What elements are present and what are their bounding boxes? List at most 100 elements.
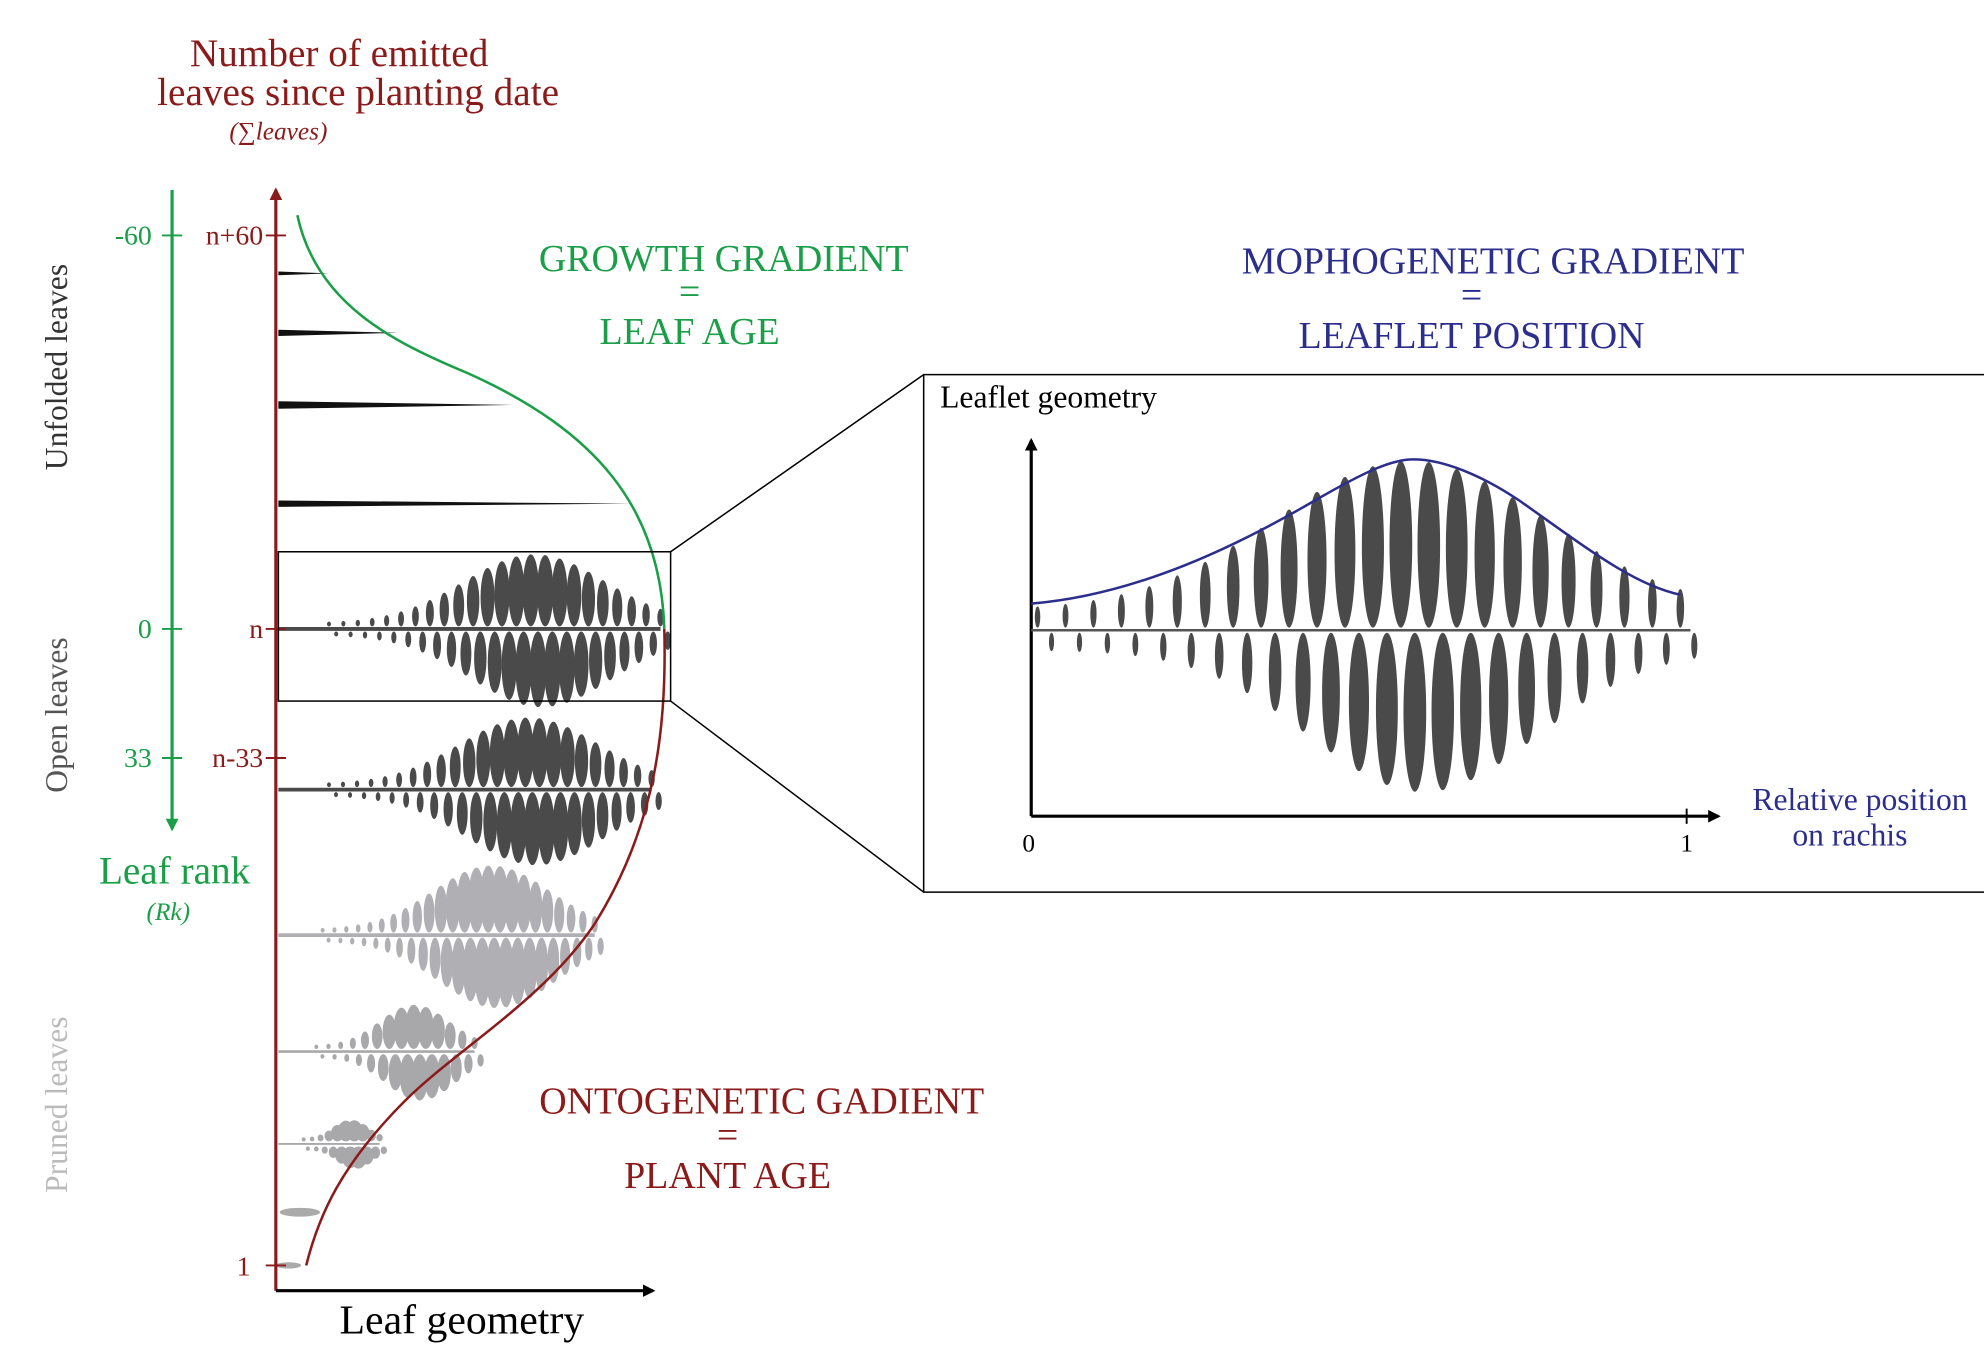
inset-leaflet	[1132, 632, 1139, 657]
rank-tick-label: 0	[138, 614, 152, 645]
leaflet	[390, 913, 398, 933]
leaflet	[417, 1007, 434, 1050]
leaflet	[474, 937, 491, 1006]
unfolded-leaf	[278, 271, 329, 276]
leaflet	[439, 592, 449, 627]
inset-leaflet	[1375, 632, 1398, 786]
leaflet	[382, 776, 388, 788]
leaflet	[301, 1137, 306, 1142]
leaflet	[551, 558, 568, 627]
inset-leaflet	[1145, 586, 1154, 628]
leaflet	[405, 1004, 422, 1050]
leaflet	[522, 937, 537, 999]
inset-leaflet	[1676, 588, 1685, 628]
leaflet	[528, 881, 543, 933]
inset-leaflet	[1532, 515, 1549, 628]
leaflet	[350, 937, 355, 945]
leaflet	[334, 631, 339, 637]
leaflet	[326, 937, 331, 943]
red-ticks	[265, 234, 286, 1267]
leaflet	[554, 897, 565, 933]
onto-text: PLANT AGE	[624, 1155, 831, 1197]
leaflet	[634, 631, 644, 664]
inset-leaflet	[1619, 566, 1630, 628]
leaflet	[501, 631, 517, 700]
leaflet	[360, 1031, 370, 1050]
leaflet	[349, 1037, 356, 1050]
inset-leaflet	[1590, 551, 1603, 628]
leaflet	[326, 621, 331, 627]
unfolded-leaf	[278, 500, 633, 507]
leaflet	[589, 631, 603, 689]
leaflet	[558, 631, 575, 703]
leaflet	[504, 869, 520, 933]
morpho-text: =	[1461, 275, 1482, 317]
leaflet	[497, 937, 515, 1008]
leaflet	[367, 921, 373, 933]
leaflet	[451, 937, 466, 995]
leaflet	[361, 937, 367, 947]
inset-leaflet	[1547, 632, 1562, 724]
leaflet	[489, 724, 505, 788]
pruned-leaf	[275, 1262, 302, 1269]
leaflet	[368, 778, 374, 788]
leaflet	[305, 1146, 310, 1151]
inset-x-label: on rachis	[1792, 817, 1907, 852]
leaflet	[425, 600, 434, 627]
leaflet	[534, 937, 549, 992]
leaflet	[371, 1023, 383, 1050]
leaflet	[340, 781, 346, 788]
leaflet	[604, 631, 616, 681]
leaflet	[321, 1146, 328, 1154]
leaflet	[597, 937, 604, 956]
inset-leaflet	[1226, 545, 1240, 628]
leaflet	[491, 866, 509, 933]
leaflet	[354, 780, 360, 788]
leaflet	[612, 588, 623, 627]
zoom-line	[670, 374, 925, 553]
leaflet	[393, 1007, 410, 1050]
title-line: Number of emitted	[190, 32, 489, 75]
leaflet	[320, 1054, 325, 1059]
leaflet	[360, 1146, 374, 1165]
leaflet	[545, 721, 562, 788]
leaflet	[450, 1054, 462, 1083]
leaflet	[388, 1054, 403, 1091]
leaflet	[366, 1129, 376, 1142]
leaflet	[437, 1054, 451, 1092]
leaflet	[341, 620, 346, 627]
leaflet	[485, 937, 503, 1009]
leaflet	[480, 567, 495, 627]
leaflet	[524, 792, 541, 866]
leaflet	[574, 734, 589, 788]
leaflet	[361, 792, 367, 800]
leaflet	[398, 611, 404, 627]
leaflet	[317, 1134, 324, 1142]
inset-leaflet	[1214, 632, 1224, 679]
leaflet	[430, 792, 439, 819]
leaflet	[431, 1013, 445, 1050]
leaflet	[440, 937, 454, 988]
leaflet	[531, 718, 548, 788]
left-title: Number of emitted leaves since planting …	[157, 32, 559, 1283]
leaflet	[375, 792, 381, 801]
leaflet	[344, 926, 349, 933]
rank-ticks	[161, 234, 183, 759]
inset-leaflet	[1172, 575, 1182, 628]
inset-leaflet	[1417, 462, 1441, 628]
inset-box	[922, 373, 1984, 893]
rank-tick-label: 33	[124, 743, 152, 774]
leaflet	[596, 792, 609, 840]
inset-leaflet	[1280, 509, 1298, 628]
leaflet	[429, 937, 441, 979]
tick-label: 1	[237, 1252, 251, 1283]
inset-leaflet	[1241, 632, 1253, 694]
growth-text: GROWTH GRADIENT	[539, 238, 909, 280]
leaflet	[334, 792, 338, 798]
inset-leaflet	[1199, 561, 1211, 628]
growth-text: =	[679, 271, 700, 313]
growth-curve	[296, 214, 666, 629]
morpho-text: LEAFLET POSITION	[1299, 315, 1645, 357]
leaflet	[403, 792, 410, 808]
ontogenetic-curve	[304, 628, 666, 1266]
